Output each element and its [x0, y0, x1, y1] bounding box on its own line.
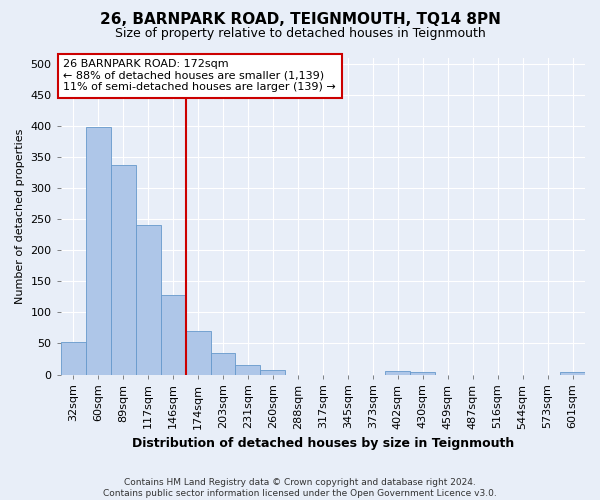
Bar [61, 342, 86, 374]
Bar [410, 372, 435, 374]
Bar [161, 295, 185, 374]
Bar [136, 226, 161, 374]
Bar [211, 353, 235, 374]
Bar [185, 331, 211, 374]
Bar [235, 364, 260, 374]
Y-axis label: Number of detached properties: Number of detached properties [15, 128, 25, 304]
Bar [110, 165, 136, 374]
Text: 26, BARNPARK ROAD, TEIGNMOUTH, TQ14 8PN: 26, BARNPARK ROAD, TEIGNMOUTH, TQ14 8PN [100, 12, 500, 28]
X-axis label: Distribution of detached houses by size in Teignmouth: Distribution of detached houses by size … [132, 437, 514, 450]
Bar [560, 372, 585, 374]
Text: Contains HM Land Registry data © Crown copyright and database right 2024.
Contai: Contains HM Land Registry data © Crown c… [103, 478, 497, 498]
Text: Size of property relative to detached houses in Teignmouth: Size of property relative to detached ho… [115, 28, 485, 40]
Bar [86, 127, 110, 374]
Bar [260, 370, 286, 374]
Text: 26 BARNPARK ROAD: 172sqm
← 88% of detached houses are smaller (1,139)
11% of sem: 26 BARNPARK ROAD: 172sqm ← 88% of detach… [64, 59, 336, 92]
Bar [385, 371, 410, 374]
